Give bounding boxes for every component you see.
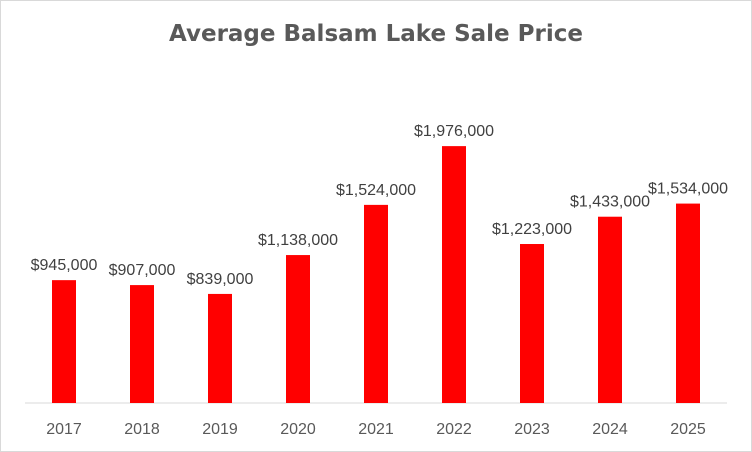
- data-label-2021: $1,524,000: [336, 182, 416, 199]
- data-label-2020: $1,138,000: [258, 232, 338, 249]
- data-label-2023: $1,223,000: [492, 221, 572, 238]
- bar-2022: [442, 146, 466, 403]
- data-label-2018: $907,000: [109, 262, 176, 279]
- x-tick-label-2019: 2019: [202, 421, 238, 438]
- x-tick-label-2024: 2024: [592, 421, 628, 438]
- bar-2017: [52, 280, 76, 403]
- x-tick-label-2018: 2018: [124, 421, 160, 438]
- x-tick-label-2022: 2022: [436, 421, 472, 438]
- bar-2021: [364, 205, 388, 403]
- bar-2024: [598, 217, 622, 403]
- x-tick-label-2020: 2020: [280, 421, 316, 438]
- data-label-2019: $839,000: [187, 271, 254, 288]
- x-tick-label-2017: 2017: [46, 421, 82, 438]
- x-tick-label-2025: 2025: [670, 421, 706, 438]
- data-label-2025: $1,534,000: [648, 181, 728, 198]
- x-tick-label-2021: 2021: [358, 421, 394, 438]
- data-label-2024: $1,433,000: [570, 194, 650, 211]
- bar-2025: [676, 204, 700, 403]
- x-tick-label-2023: 2023: [514, 421, 550, 438]
- bar-2019: [208, 294, 232, 403]
- data-label-2022: $1,976,000: [414, 123, 494, 140]
- bar-2020: [286, 255, 310, 403]
- data-label-2017: $945,000: [31, 257, 98, 274]
- bar-2018: [130, 285, 154, 403]
- bar-2023: [520, 244, 544, 403]
